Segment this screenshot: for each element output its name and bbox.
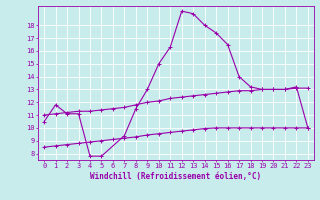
X-axis label: Windchill (Refroidissement éolien,°C): Windchill (Refroidissement éolien,°C) [91,172,261,181]
